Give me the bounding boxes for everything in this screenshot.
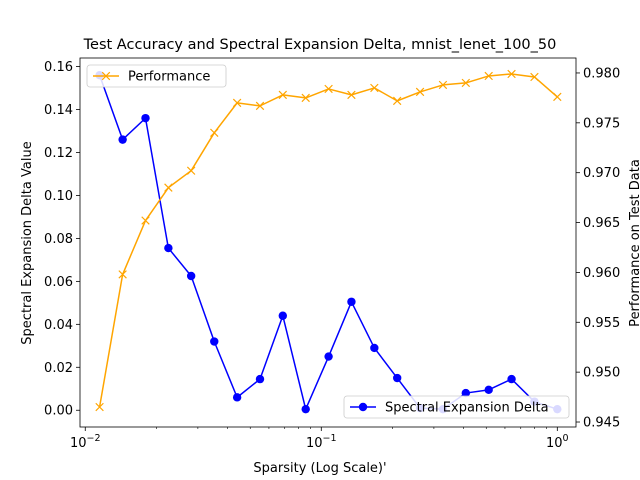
y-left-tick-label: 0.12 <box>44 146 73 161</box>
y-left-tick-label: 0.00 <box>44 404 73 419</box>
data-point <box>164 243 173 253</box>
x-axis-label: Sparsity (Log Scale)' <box>253 461 386 476</box>
data-point <box>118 135 127 144</box>
data-point <box>484 385 493 395</box>
data-point <box>438 80 448 90</box>
y-left-tick-label: 0.08 <box>44 232 73 247</box>
y-right-tick-label: 0.945 <box>583 416 620 431</box>
y-right-tick-label: 0.960 <box>583 266 620 281</box>
data-point <box>347 90 356 100</box>
data-point <box>186 271 196 281</box>
legend-box <box>343 395 570 419</box>
data-point <box>324 352 333 361</box>
data-point <box>553 92 562 102</box>
y-right-tick-label: 0.955 <box>583 316 620 331</box>
y-right-tick-label: 0.965 <box>583 216 620 231</box>
x-tick-label: 10−2 <box>70 433 101 451</box>
data-point <box>118 270 127 279</box>
plot-area: 10−2 10−1 1000.000.020.040.060.080.100.120… <box>44 57 620 451</box>
series-performance <box>95 69 562 412</box>
y-axis-right-label: Performance on Test Data <box>628 159 640 327</box>
data-point <box>186 166 196 175</box>
x-tick-label: 100 <box>546 433 569 451</box>
y-left-tick-label: 0.14 <box>44 103 73 118</box>
data-point <box>255 374 265 384</box>
data-point <box>392 96 402 106</box>
x-tick-label-exponent: −2 <box>87 433 101 444</box>
chart-title: Test Accuracy and Spectral Expansion Del… <box>83 37 557 53</box>
x-tick-label-base: 10 <box>546 436 563 451</box>
data-point <box>164 183 173 192</box>
data-point <box>461 78 471 88</box>
data-point <box>507 374 516 384</box>
data-point <box>95 402 104 412</box>
data-point <box>324 84 333 94</box>
data-point <box>278 311 288 320</box>
y-right-tick-label: 0.950 <box>583 366 620 381</box>
data-point <box>530 72 539 82</box>
y-left-tick-label: 0.04 <box>44 318 73 333</box>
legend-upper-left: Performance <box>86 64 227 88</box>
data-point <box>370 343 379 353</box>
x-tick-label-base: 10 <box>70 436 87 451</box>
y-right-tick-label: 0.975 <box>583 116 620 131</box>
data-point <box>210 337 219 346</box>
data-point <box>278 90 288 100</box>
y-right-tick-label: 0.980 <box>583 66 620 81</box>
legend-marker <box>101 71 111 81</box>
data-point <box>141 113 150 123</box>
data-point <box>141 216 150 225</box>
x-tick-label-exponent: −1 <box>323 433 337 444</box>
y-left-tick-label: 0.06 <box>44 275 73 290</box>
data-point <box>301 404 310 414</box>
legend-lower-right: Spectral Expansion Delta <box>343 395 570 419</box>
y-left-tick-label: 0.16 <box>44 60 73 75</box>
legend-marker <box>358 402 368 412</box>
x-tick-label: 10−1 <box>306 433 337 451</box>
x-tick-label-base: 10 <box>306 436 323 451</box>
data-point <box>461 388 471 398</box>
data-point <box>370 83 379 93</box>
x-tick-label-exponent: 0 <box>563 433 569 444</box>
legend-label: Spectral Expansion Delta <box>385 401 549 416</box>
data-point <box>347 297 356 306</box>
data-point <box>507 69 516 79</box>
data-point <box>484 71 493 81</box>
legend-box <box>86 64 227 88</box>
data-point <box>415 87 425 97</box>
y-axis-left-label: Spectral Expansion Delta Value <box>20 141 35 344</box>
data-point <box>232 393 242 402</box>
data-point <box>232 98 242 108</box>
data-point <box>301 93 310 103</box>
y-left-tick-label: 0.10 <box>44 189 73 204</box>
y-left-tick-label: 0.02 <box>44 361 73 376</box>
data-point <box>255 101 265 111</box>
y-right-tick-label: 0.970 <box>583 166 620 181</box>
data-point <box>392 373 402 383</box>
data-point <box>210 128 219 138</box>
axes-frame <box>79 57 577 428</box>
legend-label: Performance <box>128 70 210 85</box>
